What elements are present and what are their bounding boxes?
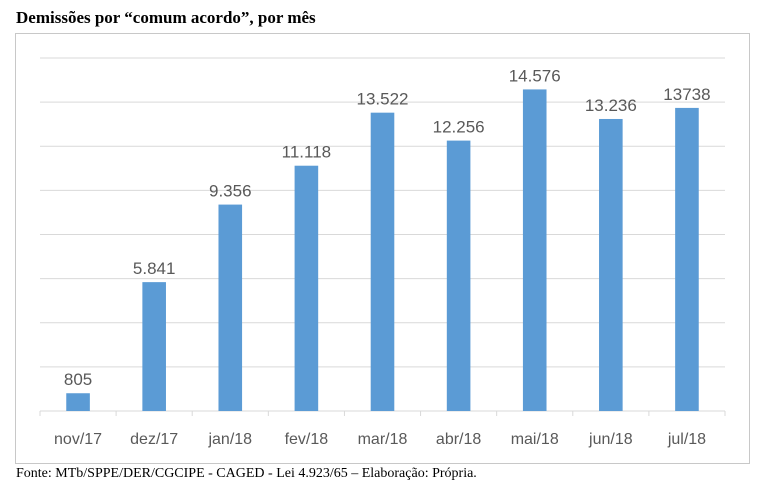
chart-title: Demissões por “comum acordo”, por mês [16, 8, 316, 27]
data-label: 13.236 [585, 96, 637, 115]
x-axis-ticks: nov/17 dez/17 jan/18 fev/18 mar/18 abr/18 mai/… [54, 431, 706, 448]
bar-nov-17 [66, 393, 90, 411]
data-label: 805 [64, 370, 92, 389]
data-label: 9.356 [209, 182, 252, 201]
bar-mai-18 [522, 89, 547, 412]
bar-jan-18 [218, 204, 243, 411]
bars [66, 89, 699, 412]
data-label: 14.576 [509, 66, 561, 85]
bar-dez-17 [142, 282, 166, 411]
x-tick-label: abr/18 [436, 431, 481, 448]
data-label: 12.256 [433, 118, 485, 137]
data-label: 13738 [663, 85, 710, 104]
bar-jun-18 [599, 118, 623, 412]
bar-jul-18 [675, 107, 699, 412]
x-tick-label: mar/18 [358, 431, 408, 448]
x-tick-label: dez/17 [130, 431, 178, 448]
x-tick-label: nov/17 [54, 431, 102, 448]
data-label: 13.522 [357, 90, 409, 109]
x-tick-label: fev/18 [285, 431, 329, 448]
x-tick-label: jan/18 [207, 431, 252, 448]
bar-abr-18 [446, 140, 471, 412]
data-label: 11.118 [282, 143, 331, 162]
bar-mar-18 [370, 112, 395, 412]
x-tick-label: mai/18 [511, 431, 559, 448]
bar-fev-18 [294, 165, 319, 411]
data-labels: 805 5.841 9.356 11.118 13.522 12.256 14.576 13.… [64, 66, 711, 389]
data-label: 5.841 [133, 259, 176, 278]
source-note: Fonte: MTb/SPPE/DER/CGCIPE - CAGED - Lei… [16, 466, 477, 481]
x-tick-label: jun/18 [588, 431, 633, 448]
x-tick-label: jul/18 [667, 431, 706, 448]
